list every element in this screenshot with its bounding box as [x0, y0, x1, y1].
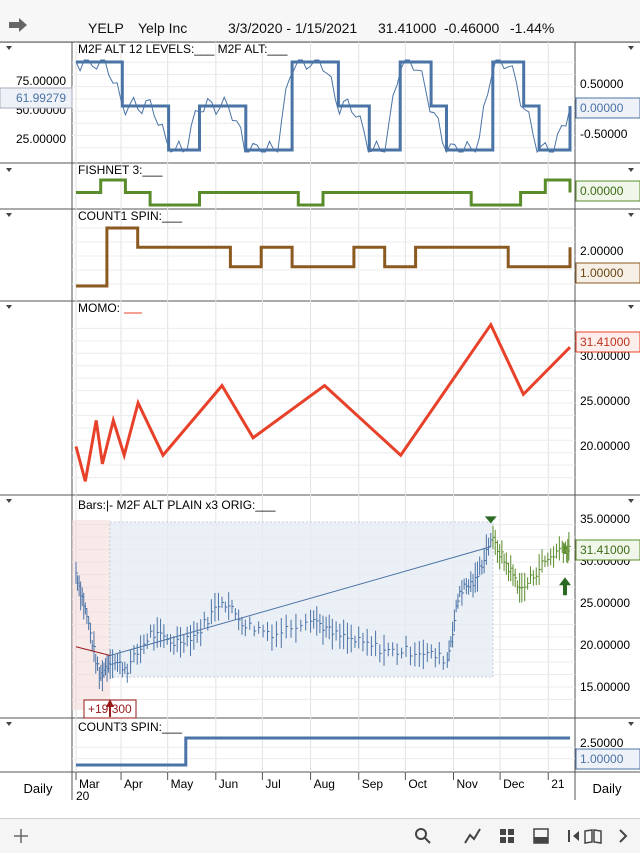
loss-zone-shade — [72, 520, 110, 710]
month-label: Aug — [314, 777, 335, 791]
m2f-left-value: 61.99279 — [16, 91, 66, 105]
panel-icon[interactable] — [532, 827, 550, 845]
fishnet-panel-label: FISHNET 3:___ — [78, 163, 163, 177]
fishnet-right-value: 0.00000 — [580, 184, 624, 198]
momo-right-value: 31.41000 — [580, 335, 630, 349]
bars-panel-label: Bars:|- M2F ALT PLAIN x3 ORIG:___ — [78, 498, 276, 512]
toolbar — [0, 818, 640, 853]
count3-right-tick: 2.50000 — [580, 736, 624, 750]
plus-icon[interactable] — [12, 827, 30, 845]
bars-right-tick: 15.00000 — [580, 680, 630, 694]
momo-panel-label: MOMO: — [78, 301, 120, 315]
up-arrow-icon — [559, 577, 571, 595]
m2f-right-tick: -0.50000 — [580, 127, 628, 141]
count1-panel-label: COUNT1 SPIN:___ — [78, 209, 182, 223]
month-label: Apr — [124, 777, 143, 791]
sidebar-icon[interactable] — [566, 827, 584, 845]
month-label: 21 — [551, 777, 565, 791]
count3-line — [76, 738, 570, 765]
count3-panel-label: COUNT3 SPIN:___ — [78, 720, 182, 734]
month-label: Dec — [503, 777, 524, 791]
bars-right-tick: 35.00000 — [580, 512, 630, 526]
m2f-right-tick: 0.50000 — [580, 77, 624, 91]
month-label: Nov — [456, 777, 477, 791]
m2f-line — [76, 62, 570, 150]
draw-icon[interactable] — [464, 827, 482, 845]
momo-right-tick: 25.00000 — [580, 394, 630, 408]
month-label: May — [171, 777, 194, 791]
period-label-right[interactable]: Daily — [593, 781, 622, 796]
m2f-left-tick: 25.00000 — [16, 132, 66, 146]
period-label-left[interactable]: Daily — [24, 781, 53, 796]
month-label: Sep — [362, 777, 384, 791]
book-icon[interactable] — [584, 827, 602, 845]
year-label: 20 — [76, 789, 90, 803]
count1-right-tick: 2.00000 — [580, 244, 624, 258]
count3-right-value: 1.00000 — [580, 752, 624, 766]
count1-line — [76, 228, 570, 286]
month-label: Jul — [265, 777, 280, 791]
bars-right-tick: 20.00000 — [580, 638, 630, 652]
fishnet-line — [76, 180, 570, 205]
m2f-panel-label: M2F ALT 12 LEVELS:___ M2F ALT:___ — [78, 42, 288, 56]
chart-area[interactable]: M2F ALT 12 LEVELS:___ M2F ALT:___ FISHNE… — [0, 0, 640, 818]
m2f-right-value: 0.00000 — [580, 101, 624, 115]
month-label: Oct — [408, 777, 427, 791]
month-label: Jun — [219, 777, 238, 791]
bars-right-value: 31.41000 — [580, 543, 630, 557]
m2f-left-tick: 75.00000 — [16, 74, 66, 88]
bars-right-tick: 25.00000 — [580, 596, 630, 610]
chevron-right-icon[interactable] — [614, 827, 632, 845]
search-icon[interactable] — [414, 827, 432, 845]
count1-right-value: 1.00000 — [580, 266, 624, 280]
grid-icon[interactable] — [498, 827, 516, 845]
momo-right-tick: 20.00000 — [580, 439, 630, 453]
